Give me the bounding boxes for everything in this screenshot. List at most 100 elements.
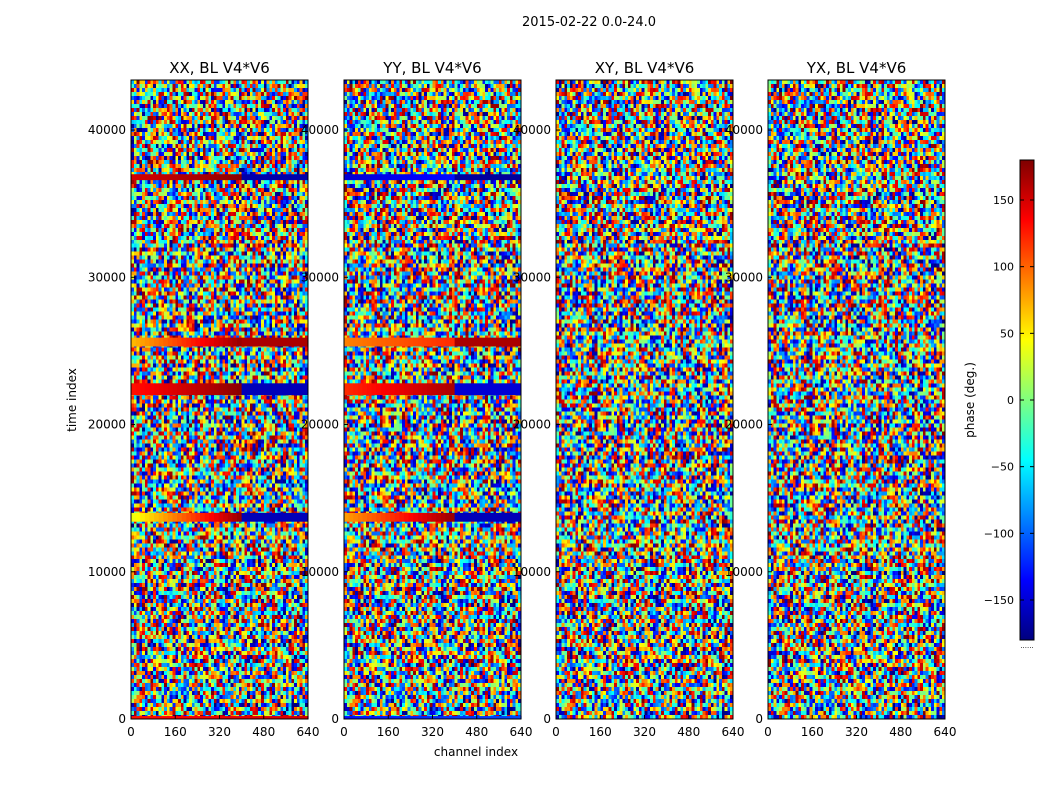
coherent-band-segment — [344, 716, 352, 719]
coherent-band-segment — [394, 383, 400, 396]
x-tick-label: 0 — [552, 725, 560, 739]
y-tick-label: 10000 — [301, 565, 339, 579]
coherent-band-segment — [149, 337, 155, 347]
coherent-band-segment — [140, 174, 146, 181]
coherent-band-segment — [376, 512, 382, 522]
coherent-band-segment — [380, 383, 387, 396]
coherent-band-tail — [454, 383, 521, 396]
coherent-band-segment — [348, 337, 354, 347]
phase-raster — [131, 80, 308, 719]
coherent-band-segment — [149, 174, 155, 181]
coherent-band-segment — [204, 716, 213, 719]
coherent-band-segment — [223, 383, 229, 396]
coherent-band-segment — [357, 512, 364, 522]
coherent-band-segment — [181, 512, 187, 522]
coherent-band-segment — [436, 337, 442, 347]
coherent-band-segment — [439, 716, 448, 719]
coherent-band-segment — [513, 716, 522, 719]
coherent-band-segment — [232, 383, 238, 396]
panel-title: YY, BL V4*V6 — [382, 59, 481, 77]
y-tick-label: 40000 — [513, 123, 551, 137]
y-tick-label: 0 — [543, 712, 551, 726]
coherent-band-segment — [232, 337, 238, 347]
coherent-band-segment — [204, 174, 210, 181]
coherent-band-segment — [167, 337, 174, 347]
coherent-band-segment — [358, 716, 367, 719]
coherent-band-segment — [399, 337, 405, 347]
coherent-band-segment — [413, 174, 419, 181]
coherent-band-segment — [177, 174, 183, 181]
coherent-band-segment — [403, 716, 411, 719]
coherent-band-segment — [190, 337, 197, 347]
coherent-band-segment — [348, 512, 354, 522]
coherent-band-segment — [385, 174, 391, 181]
coherent-band-segment — [353, 383, 359, 396]
coherent-band-segment — [172, 337, 178, 347]
coherent-band-segment — [237, 337, 243, 347]
coherent-band-segment — [413, 512, 419, 522]
coherent-band-segment — [181, 337, 187, 347]
coherent-band-segment — [237, 383, 243, 396]
coherent-band-segment — [436, 383, 442, 396]
coherent-band-segment — [190, 174, 197, 181]
y-tick-label: 30000 — [725, 270, 763, 284]
y-tick-label: 40000 — [301, 123, 339, 137]
coherent-band-segment — [144, 337, 151, 347]
coherent-band-tail — [241, 383, 308, 396]
coherent-band-segment — [163, 383, 169, 396]
panel-title: XY, BL V4*V6 — [595, 59, 695, 77]
coherent-band-segment — [371, 337, 377, 347]
coherent-band-segment — [145, 716, 154, 719]
coherent-band-segment — [403, 512, 410, 522]
coherent-band-segment — [476, 716, 485, 719]
coherent-band-segment — [195, 383, 201, 396]
colorbar-footer: ...... — [1020, 642, 1033, 650]
x-tick-label: 0 — [340, 725, 348, 739]
colorbar-tick-label: −150 — [984, 594, 1014, 607]
x-tick-label: 640 — [510, 725, 533, 739]
coherent-band-segment — [131, 174, 137, 181]
coherent-band-segment — [440, 512, 447, 522]
x-tick-label: 480 — [465, 725, 488, 739]
coherent-band-segment — [426, 174, 433, 181]
heatmap-panel: XY, BL V4*V6 0 160 320 480 640 0 10000 20000 3000… — [513, 59, 745, 739]
y-tick-label: 10000 — [88, 565, 126, 579]
y-tick-label: 20000 — [725, 418, 763, 432]
phase-raster — [344, 80, 521, 719]
coherent-band-tail — [241, 512, 308, 522]
coherent-band-segment — [186, 383, 192, 396]
coherent-band-segment — [357, 337, 364, 347]
colorbar-tick-label: 50 — [1000, 327, 1014, 340]
x-tick-label: 320 — [421, 725, 444, 739]
coherent-band-segment — [408, 512, 414, 522]
coherent-band-segment — [218, 337, 224, 347]
coherent-band-segment — [271, 716, 280, 719]
y-axis-label: time index — [65, 368, 79, 432]
coherent-band-segment — [154, 383, 160, 396]
coherent-band-segment — [371, 174, 377, 181]
coherent-band-segment — [362, 174, 368, 181]
coherent-band-segment — [138, 716, 147, 719]
coherent-band-segment — [367, 383, 373, 396]
coherent-band-segment — [417, 716, 426, 719]
coherent-band-segment — [209, 383, 215, 396]
y-tick-label: 10000 — [725, 565, 763, 579]
coherent-band-segment — [227, 174, 234, 181]
coherent-band-segment — [445, 383, 451, 396]
colorbar-tick-label: −50 — [991, 461, 1014, 474]
coherent-band-segment — [293, 716, 302, 719]
x-tick-label: 160 — [589, 725, 612, 739]
coherent-band-segment — [431, 174, 437, 181]
coherent-band-segment — [186, 337, 192, 347]
coherent-band-segment — [149, 383, 155, 396]
coherent-band-tail — [454, 337, 521, 347]
coherent-band-segment — [227, 337, 234, 347]
coherent-band-segment — [403, 337, 410, 347]
coherent-band-segment — [440, 174, 447, 181]
coherent-band-segment — [163, 337, 169, 347]
coherent-band-segment — [445, 337, 451, 347]
coherent-band-segment — [417, 337, 423, 347]
coherent-band-segment — [218, 512, 224, 522]
coherent-band-segment — [390, 512, 396, 522]
